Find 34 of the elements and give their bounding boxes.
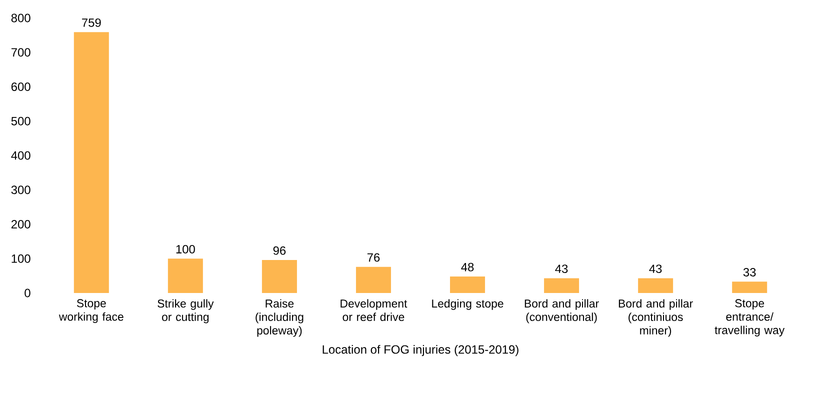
x-tick-label: Raise (including poleway) <box>256 299 304 337</box>
x-tick-label: Bord and pillar (conventional) <box>524 299 599 324</box>
data-label: 33 <box>743 268 756 276</box>
x-tick-label: Stope working face <box>58 299 124 324</box>
bar <box>168 258 203 293</box>
data-label: 43 <box>555 264 568 274</box>
x-tick-label: Ledging stope <box>432 299 504 310</box>
y-tick-label: 200 <box>11 220 30 228</box>
x-tick-label: Strike gully or cutting <box>158 299 214 324</box>
data-label: 48 <box>461 262 474 272</box>
data-label: 96 <box>273 246 286 255</box>
x-tick-label: Development or reef drive <box>340 299 408 322</box>
data-label: 759 <box>82 18 101 27</box>
bar <box>544 278 580 293</box>
data-label: 43 <box>649 264 662 274</box>
data-label: 76 <box>367 253 380 262</box>
y-tick-label: 400 <box>11 151 30 160</box>
y-tick-label: 100 <box>12 254 30 263</box>
x-axis-title: Location of FOG injuries (2015-2019) <box>322 344 518 356</box>
y-tick-label: 0 <box>24 288 30 298</box>
bar <box>450 276 486 293</box>
bar <box>356 266 391 293</box>
y-tick-label: 500 <box>11 116 30 126</box>
bar <box>732 282 768 293</box>
y-tick-label: 800 <box>11 14 30 22</box>
bar <box>638 278 674 293</box>
y-tick-label: 600 <box>11 82 30 91</box>
y-tick-label: 300 <box>11 186 30 194</box>
x-tick-label: Bord and pillar (continiuos miner) <box>618 299 693 337</box>
y-tick-label: 700 <box>11 48 30 57</box>
data-label: 100 <box>176 244 195 254</box>
bar <box>74 32 109 293</box>
bar <box>262 260 297 293</box>
x-tick-label: Stope entrance/ travelling way <box>714 299 785 336</box>
